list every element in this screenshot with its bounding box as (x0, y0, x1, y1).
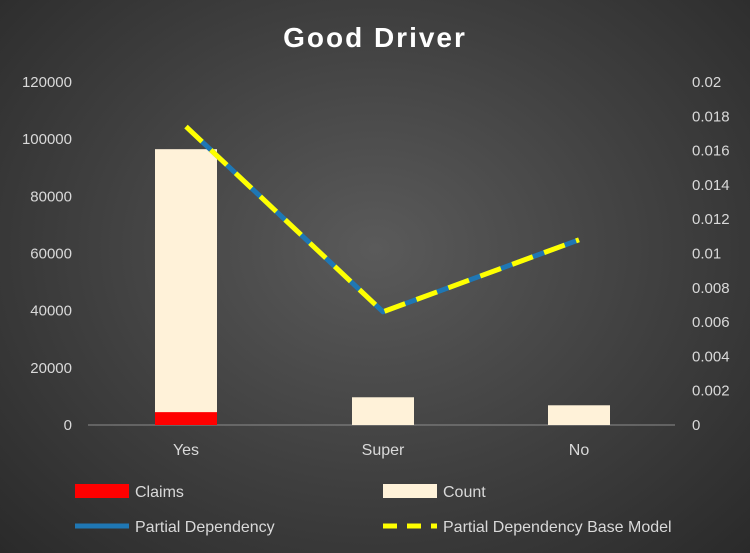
bars (155, 149, 610, 425)
left-tick-label: 20000 (30, 360, 72, 377)
category-labels: Yes Super No (173, 442, 589, 459)
right-tick-label: 0.016 (692, 143, 730, 160)
right-tick-label: 0.012 (692, 211, 730, 228)
legend-swatch-count (383, 484, 437, 498)
right-tick-label: 0.002 (692, 383, 730, 400)
left-tick-label: 0 (64, 417, 72, 434)
count-bar-super (352, 397, 414, 425)
legend-label-partial-dependency: Partial Dependency (135, 519, 275, 536)
right-tick-label: 0.004 (692, 348, 730, 365)
partial-dependency-line (184, 124, 580, 315)
left-tick-label: 80000 (30, 188, 72, 205)
count-bar-yes (155, 149, 217, 425)
left-tick-label: 40000 (30, 303, 72, 320)
right-tick-label: 0.008 (692, 280, 730, 297)
legend-label-claims: Claims (135, 484, 184, 501)
legend-swatch-claims (75, 484, 129, 498)
category-label: No (569, 442, 590, 459)
lines (184, 124, 580, 315)
left-tick-label: 100000 (22, 131, 72, 148)
count-bar-no (548, 405, 610, 425)
category-label: Yes (173, 442, 199, 459)
category-label: Super (362, 442, 405, 459)
left-tick-label: 120000 (22, 74, 72, 91)
legend: Claims Count Partial Dependency Partial Dep… (75, 484, 672, 536)
right-tick-label: 0.018 (692, 108, 730, 125)
right-tick-label: 0 (692, 417, 700, 434)
right-tick-label: 0.01 (692, 246, 721, 263)
chart-title: Good Driver (283, 22, 467, 53)
left-axis-ticks: 0 20000 40000 60000 80000 100000 120000 (22, 74, 72, 434)
right-tick-label: 0.006 (692, 314, 730, 331)
left-tick-label: 60000 (30, 246, 72, 263)
right-axis-ticks: 0 0.002 0.004 0.006 0.008 0.01 0.012 0.014 0.016… (692, 74, 730, 434)
right-tick-label: 0.02 (692, 74, 721, 91)
partial-dependency-base-model-line (184, 124, 580, 315)
legend-label-count: Count (443, 484, 486, 501)
claims-bar-yes (155, 412, 217, 425)
legend-label-partial-dependency-base-model: Partial Dependency Base Model (443, 519, 672, 536)
right-tick-label: 0.014 (692, 177, 730, 194)
